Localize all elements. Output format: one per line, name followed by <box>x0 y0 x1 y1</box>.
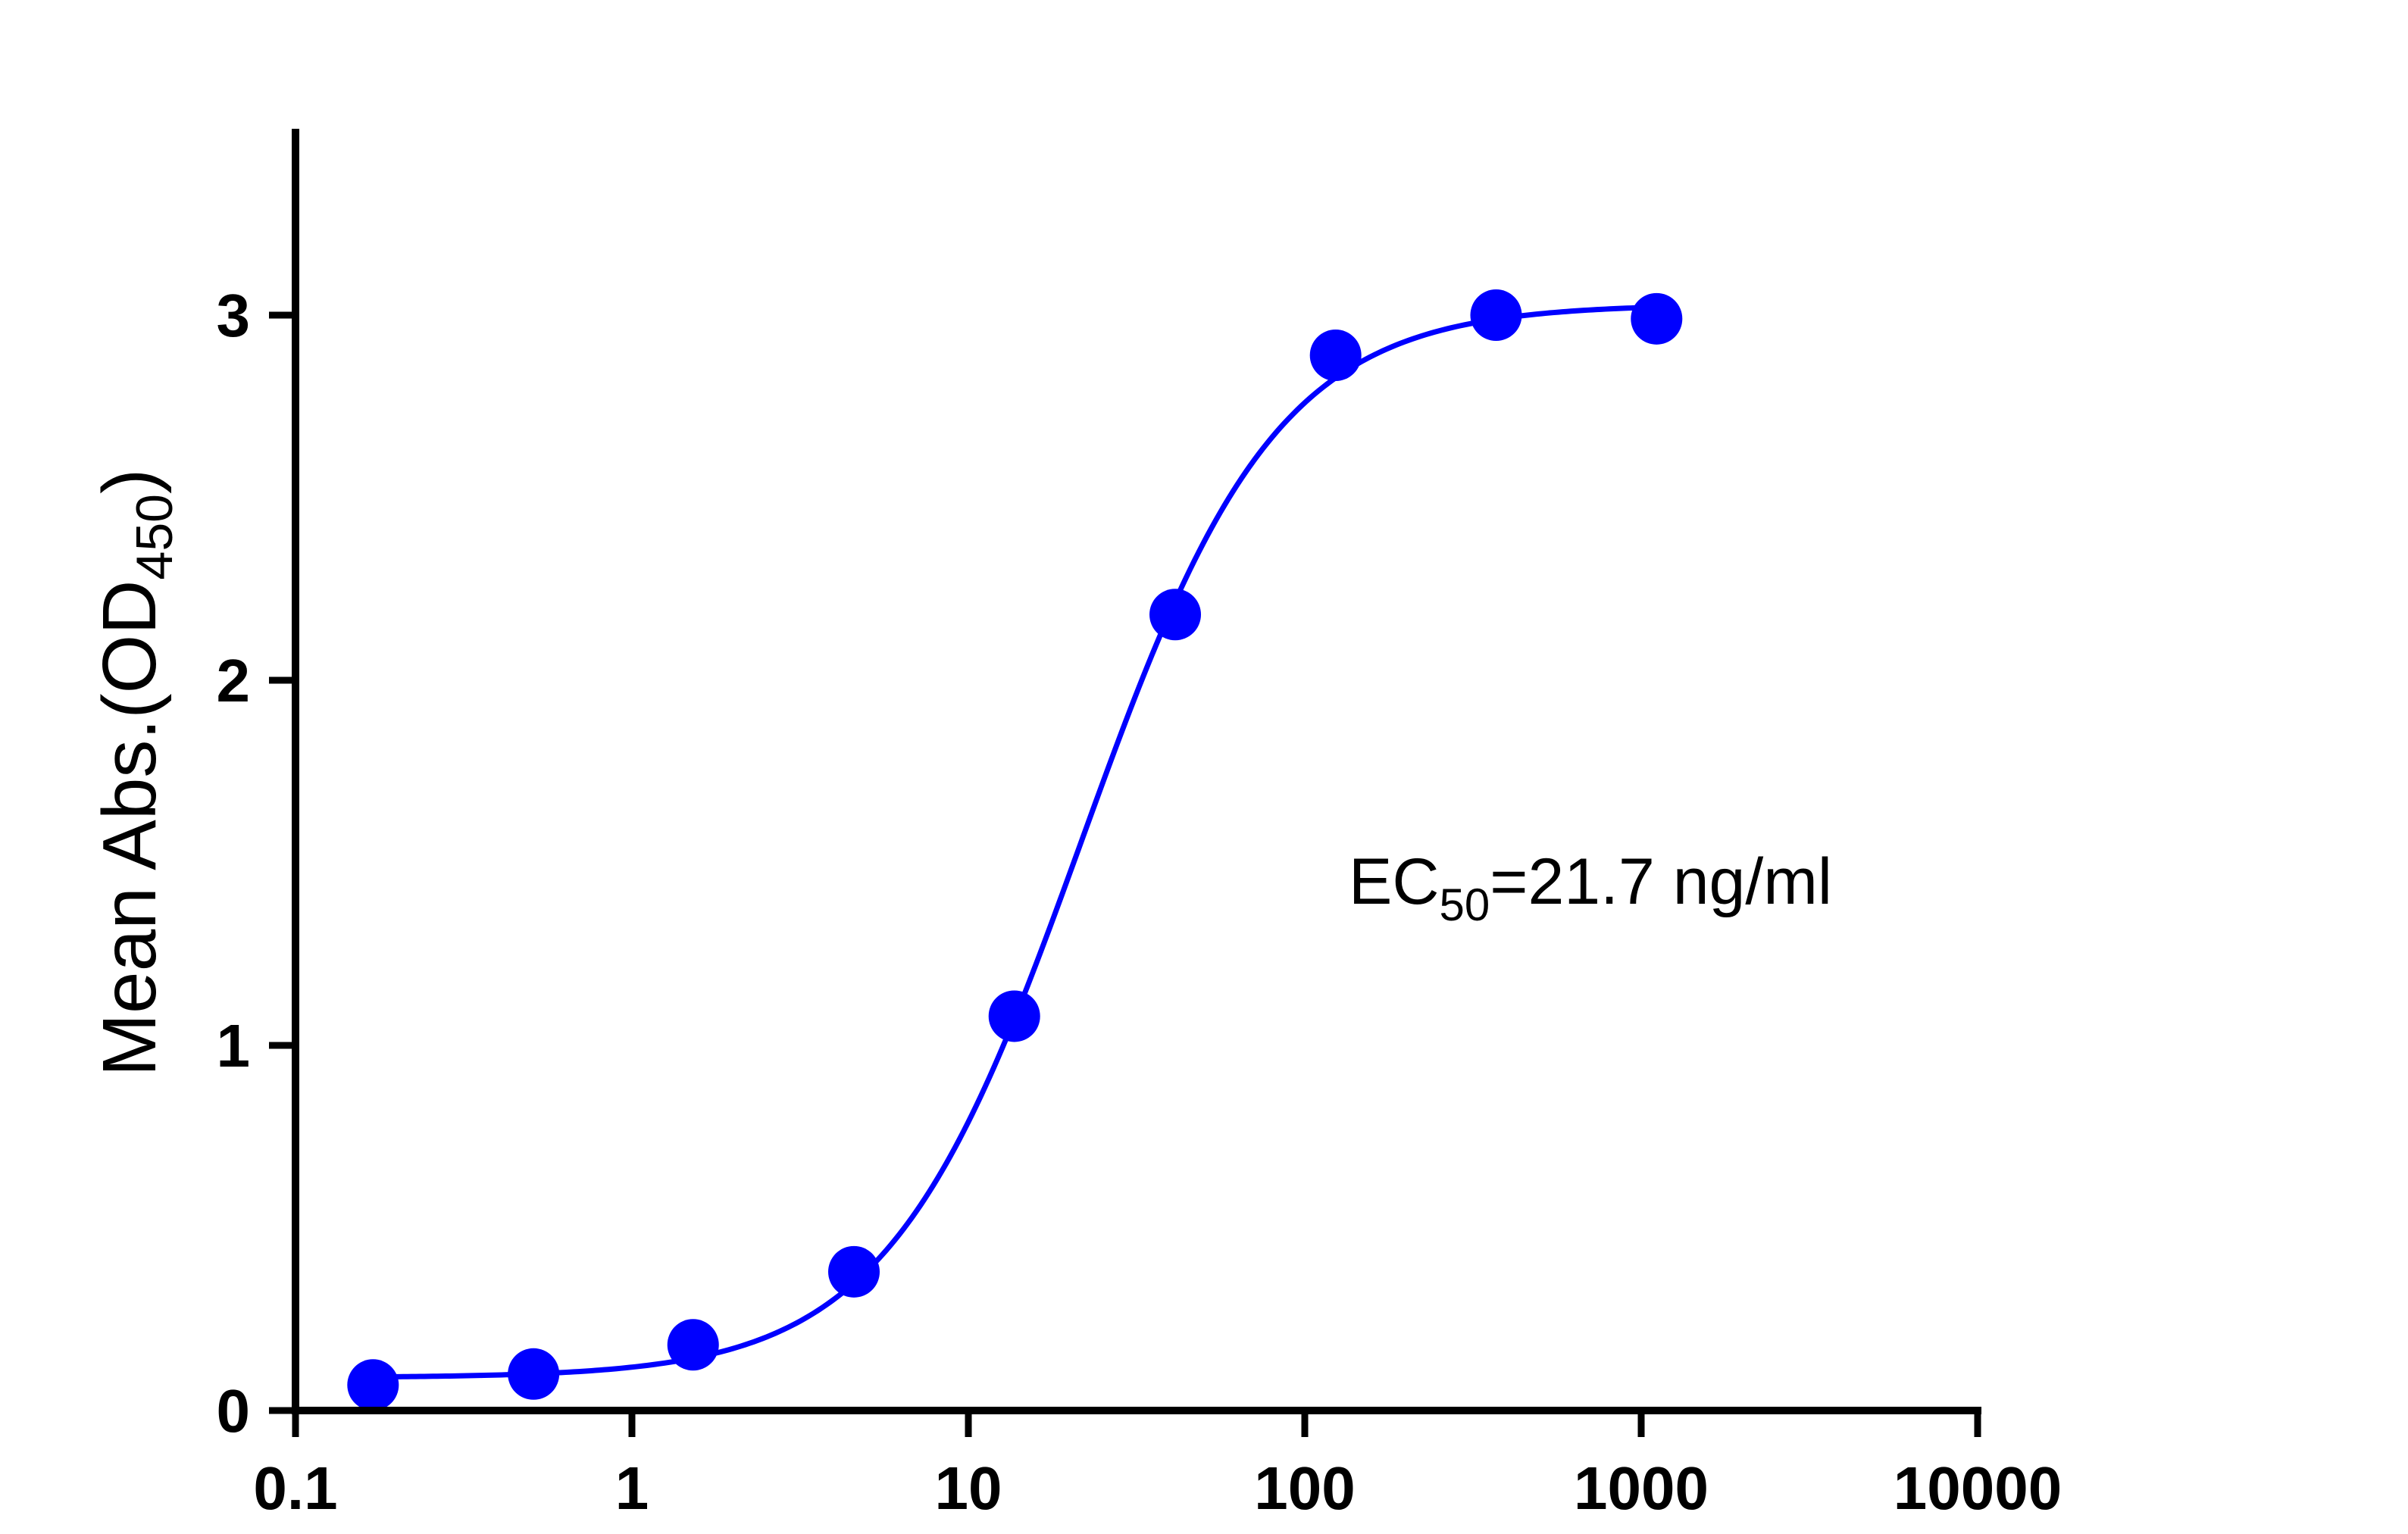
ec50-annotation: EC50=21.7 ng/ml <box>1349 845 1832 930</box>
plot-area <box>347 289 1683 1411</box>
fit-curve <box>373 304 1657 1380</box>
axes: 0.1 1 10 100 1000 10000 0 1 2 3 <box>217 129 2062 1522</box>
y-tick-label: 3 <box>217 282 251 349</box>
x-tick-label: 100 <box>1254 1454 1355 1522</box>
x-axis-ticks: 0.1 1 10 100 1000 10000 <box>253 1411 2062 1522</box>
data-point <box>1631 292 1683 345</box>
y-tick-label: 0 <box>217 1377 251 1445</box>
y-tick-label: 1 <box>217 1012 251 1079</box>
data-point <box>1470 289 1522 341</box>
ec50-subscript: 50 <box>1439 879 1490 930</box>
data-point <box>667 1319 719 1371</box>
data-point <box>1149 589 1202 641</box>
data-points <box>347 289 1683 1411</box>
data-point <box>347 1359 399 1411</box>
x-tick-label: 10 <box>935 1454 1002 1522</box>
data-point <box>828 1245 880 1298</box>
y-axis-ticks: 0 1 2 3 <box>217 282 296 1445</box>
y-axis-title: Mean Abs.(OD450) <box>87 469 183 1077</box>
y-tick-label: 2 <box>217 647 251 714</box>
x-tick-label: 1000 <box>1574 1454 1709 1522</box>
data-point <box>508 1348 560 1400</box>
y-axis-title-subscript: 450 <box>126 494 183 580</box>
x-tick-label: 0.1 <box>253 1454 337 1522</box>
data-point <box>988 990 1040 1042</box>
x-tick-label: 10000 <box>1894 1454 2062 1522</box>
data-point <box>1309 330 1362 382</box>
x-tick-label: 1 <box>615 1454 649 1522</box>
